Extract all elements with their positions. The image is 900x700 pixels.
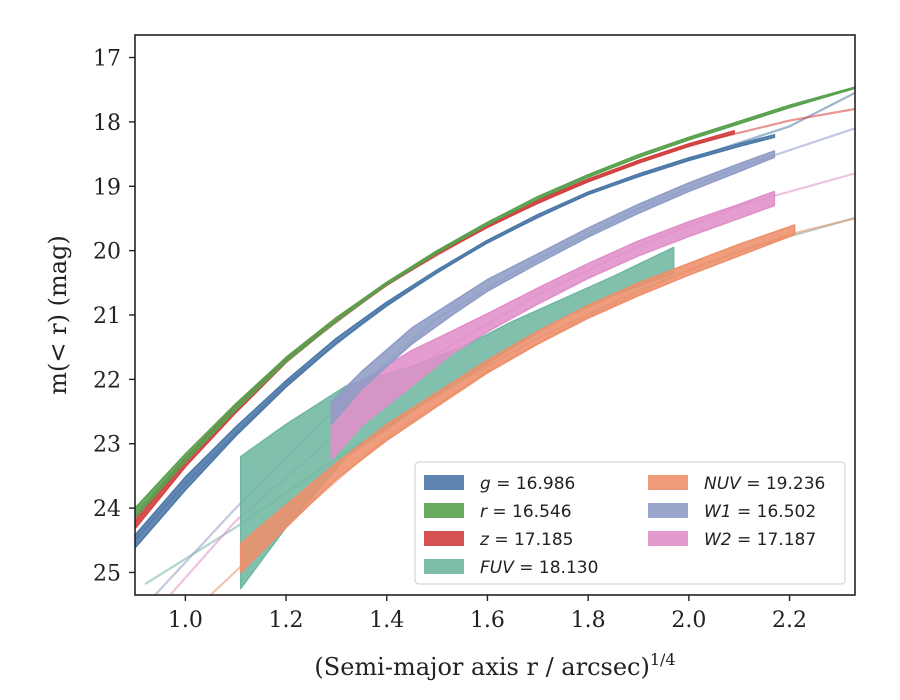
y-tick-label: 18 [93, 111, 121, 136]
legend-swatch-nuv [648, 475, 688, 490]
y-tick-label: 20 [93, 240, 121, 265]
y-axis-label: m(< r) (mag) [44, 235, 72, 394]
x-tick-label: 1.8 [571, 608, 606, 633]
y-tick-label: 22 [93, 368, 121, 393]
legend-label-r: r = 16.546 [480, 502, 572, 522]
legend-label-fuv: FUV = 18.130 [480, 558, 598, 578]
y-tick-label: 25 [93, 561, 121, 586]
legend-swatch-z [424, 531, 464, 546]
x-axis-ticks: 1.0 1.2 1.4 1.6 1.8 2.0 2.2 [168, 595, 807, 633]
band-w1 [330, 150, 776, 426]
legend: g = 16.986 r = 16.546 z = 17.185 FUV = 18.1… [414, 461, 846, 585]
x-axis-label: (Semi-major axis r / arcsec)1/4 [314, 650, 675, 681]
legend-swatch-g [424, 475, 464, 490]
legend-swatch-w2 [648, 531, 688, 546]
legend-swatch-fuv [424, 559, 464, 574]
legend-label-z: z = 17.185 [479, 530, 573, 550]
band-nuv [239, 224, 796, 574]
legend-label-nuv: NUV = 19.236 [704, 474, 825, 494]
x-tick-label: 1.0 [168, 608, 203, 633]
x-tick-label: 1.6 [470, 608, 505, 633]
legend-label-g: g = 16.986 [480, 474, 575, 494]
x-tick-label: 2.2 [772, 608, 807, 633]
y-tick-label: 24 [93, 497, 121, 522]
band-g [135, 134, 776, 549]
band-w2 [330, 190, 776, 461]
legend-swatch-w1 [648, 503, 688, 518]
y-tick-label: 21 [93, 304, 121, 329]
legend-box [414, 461, 846, 585]
y-axis-ticks: 17 18 19 20 21 22 23 24 25 [93, 47, 135, 586]
legend-swatch-r [424, 503, 464, 518]
legend-label-w1: W1 = 16.502 [704, 502, 816, 522]
x-tick-label: 1.2 [269, 608, 304, 633]
y-tick-label: 23 [93, 433, 121, 458]
x-tick-label: 2.0 [671, 608, 706, 633]
y-tick-label: 19 [93, 175, 121, 200]
x-tick-label: 1.4 [369, 608, 404, 633]
band-r [135, 86, 855, 519]
data-bands [135, 86, 855, 590]
legend-label-w2: W2 = 17.187 [704, 530, 816, 550]
y-tick-label: 17 [93, 47, 121, 72]
